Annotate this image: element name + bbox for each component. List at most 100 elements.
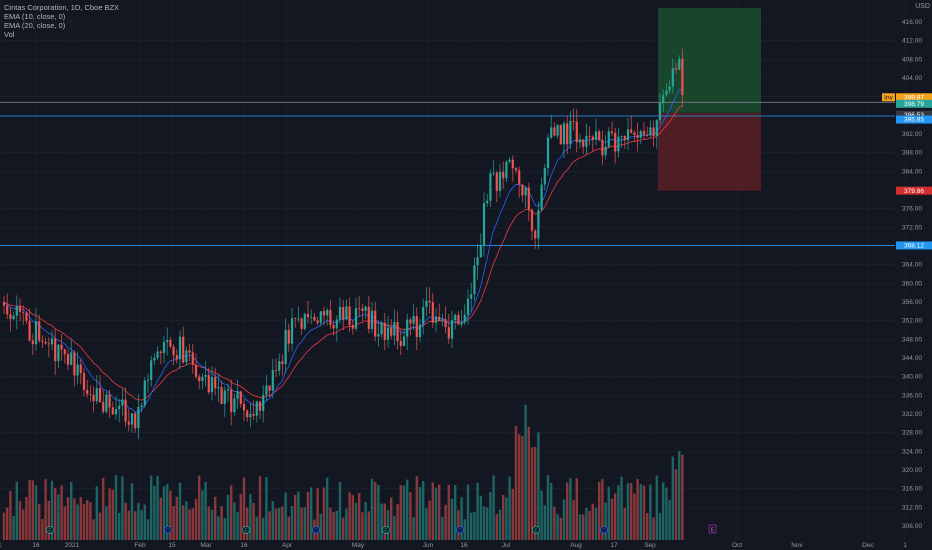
candle — [89, 394, 92, 395]
volume-bar — [146, 519, 150, 540]
volume-bar — [63, 506, 66, 540]
candle — [22, 311, 25, 313]
volume-bar — [156, 475, 159, 540]
candle — [505, 161, 508, 179]
volume-bar — [508, 476, 511, 540]
volume-bar — [274, 508, 278, 540]
volume-bar — [566, 482, 569, 540]
currency-label[interactable]: USD — [915, 3, 930, 10]
candle — [546, 137, 550, 168]
volume-bar — [434, 487, 438, 540]
time-tick-label: Oct — [732, 542, 742, 549]
volume-bar — [271, 501, 274, 540]
volume-bar — [620, 476, 623, 540]
volume-bar — [630, 483, 633, 540]
volume-bar — [409, 492, 412, 540]
ema-lines — [3, 89, 683, 413]
volume-bar — [386, 510, 390, 540]
candle — [566, 123, 569, 145]
volume-bar — [319, 513, 322, 540]
volume-bar — [137, 502, 140, 540]
candle — [313, 316, 316, 321]
ema10-legend[interactable]: EMA (10, close, 0) — [4, 12, 66, 21]
candle — [335, 319, 338, 329]
candle — [614, 132, 617, 152]
candle — [354, 308, 358, 329]
price-tag-value: 399.87 — [904, 94, 924, 101]
volume-bar — [210, 509, 214, 540]
candle — [146, 380, 150, 381]
volume-bar — [633, 493, 636, 540]
volume-bar — [636, 479, 639, 540]
event-marker-circle — [532, 526, 540, 534]
candle — [444, 319, 447, 328]
volume-bar — [287, 516, 290, 540]
volume-bar — [329, 507, 332, 540]
volume-bar — [582, 514, 585, 540]
candle — [137, 406, 140, 429]
volume-bar — [367, 511, 370, 540]
vol-legend[interactable]: Vol — [4, 30, 15, 39]
volume-bar — [252, 502, 255, 540]
position-zones[interactable] — [658, 8, 761, 191]
candle — [73, 352, 76, 376]
volume-bar — [322, 487, 326, 540]
candle — [431, 302, 434, 323]
volume-bar — [166, 484, 169, 540]
volume-bar — [604, 502, 607, 540]
volume-bar — [226, 494, 230, 540]
volume-bar — [262, 517, 265, 540]
candle — [553, 127, 556, 136]
candle — [185, 350, 188, 363]
candle — [338, 307, 342, 320]
candle — [194, 364, 198, 377]
candle — [130, 413, 134, 425]
candle — [671, 68, 674, 87]
volume-bar — [34, 485, 38, 540]
candles — [2, 48, 684, 440]
candle — [498, 171, 502, 191]
candle — [473, 265, 476, 295]
volume-bar — [169, 490, 172, 540]
volume-bar — [338, 482, 342, 540]
volume-bar — [66, 497, 70, 540]
event-marker: E — [532, 526, 540, 534]
horizontal-lines[interactable] — [0, 101, 895, 246]
time-tick-label: c — [0, 542, 2, 549]
candle — [486, 200, 489, 204]
candle — [620, 135, 623, 137]
candle — [438, 316, 441, 321]
time-tick-label: 16 — [32, 542, 40, 549]
ema20-legend[interactable]: EMA (20, close, 0) — [4, 21, 66, 30]
candle — [188, 350, 191, 353]
candle — [492, 172, 495, 174]
candle — [610, 131, 614, 133]
candle — [258, 401, 262, 411]
future-event-marker: E — [708, 524, 717, 534]
volume-bar — [514, 426, 518, 540]
volume-bar — [246, 507, 249, 540]
candle — [418, 324, 422, 338]
time-tick-label: Mar — [200, 542, 212, 549]
candle — [582, 139, 585, 147]
candle — [630, 129, 633, 133]
volume-bar — [290, 506, 294, 540]
volume-bar — [162, 486, 166, 540]
candle — [591, 136, 594, 140]
event-marker-label: D — [314, 528, 318, 534]
event-marker-label: E — [244, 528, 248, 534]
volume-bar — [294, 495, 297, 540]
volume-bar — [425, 508, 428, 540]
time-axis[interactable]: c 16 2021 Feb 15 Mar 16 Apr May Jun 16 Jul Aug 17 Sep O… — [0, 542, 907, 549]
volume-bar — [92, 519, 95, 540]
price-tag-bg — [896, 93, 932, 102]
candle — [2, 302, 6, 306]
volume-bar — [172, 506, 175, 540]
chart-legend: Cintas Corporation, 1D, Cboe BZX EMA (10… — [4, 3, 119, 39]
candle — [377, 334, 380, 337]
candle — [428, 300, 431, 303]
price-tag: 368.12 — [896, 241, 932, 250]
volume-bar — [12, 516, 15, 540]
